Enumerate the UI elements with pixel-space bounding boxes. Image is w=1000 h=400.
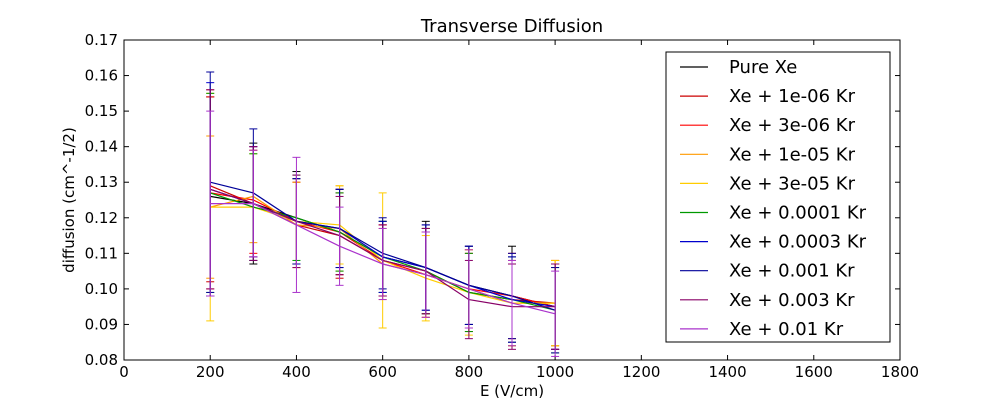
- y-tick-label: 0.13: [85, 173, 118, 191]
- y-tick-label: 0.09: [85, 315, 118, 333]
- chart-title: Transverse Diffusion: [420, 16, 603, 37]
- x-tick-label: 1800: [881, 363, 919, 381]
- series-9: [206, 110, 560, 357]
- legend-label: Xe + 3e-05 Kr: [729, 173, 856, 194]
- legend-label: Xe + 1e-06 Kr: [729, 86, 856, 107]
- legend-label: Xe + 0.01 Kr: [729, 319, 844, 340]
- plot-frame: [123, 39, 901, 361]
- legend-label: Pure Xe: [729, 57, 797, 78]
- y-tick-label: 0.11: [85, 244, 118, 262]
- legend-label: Xe + 0.0001 Kr: [729, 203, 867, 224]
- series-line: [210, 203, 556, 315]
- y-axis-title: diffusion (cm^-1/2): [60, 127, 78, 273]
- legend-label: Xe + 1e-05 Kr: [729, 144, 856, 165]
- legend-box: [665, 51, 891, 343]
- x-tick-label: 0: [119, 363, 129, 381]
- y-tick-label: 0.15: [85, 102, 118, 120]
- axis-ticks: 0 200 400 600 800 1000 1200 1400 1600 1800 0.08 0.0…: [85, 31, 920, 381]
- y-tick-label: 0.12: [85, 209, 118, 227]
- x-tick-label: 1200: [622, 363, 660, 381]
- y-tick-label: 0.17: [85, 31, 118, 49]
- x-tick-label: 600: [368, 363, 397, 381]
- y-tick-label: 0.10: [85, 280, 118, 298]
- legend-label: Xe + 3e-06 Kr: [729, 115, 856, 136]
- y-tick-label: 0.08: [85, 351, 118, 369]
- y-tick-label: 0.14: [85, 138, 118, 156]
- x-tick-label: 1000: [536, 363, 574, 381]
- y-tick-label: 0.16: [85, 67, 118, 85]
- x-tick-label: 800: [455, 363, 484, 381]
- legend-label: Xe + 0.0003 Kr: [729, 232, 867, 253]
- x-tick-label: 1600: [795, 363, 833, 381]
- series-layer: [206, 71, 560, 357]
- legend-label: Xe + 0.001 Kr: [729, 261, 855, 282]
- legend-label: Xe + 0.003 Kr: [729, 290, 855, 311]
- x-tick-label: 200: [196, 363, 225, 381]
- x-axis-title: E (V/cm): [480, 382, 544, 400]
- x-tick-label: 400: [282, 363, 311, 381]
- legend: Pure Xe Xe + 1e-06 Kr Xe + 3e-06 Kr Xe + 1e…: [665, 51, 891, 343]
- x-tick-label: 1400: [708, 363, 746, 381]
